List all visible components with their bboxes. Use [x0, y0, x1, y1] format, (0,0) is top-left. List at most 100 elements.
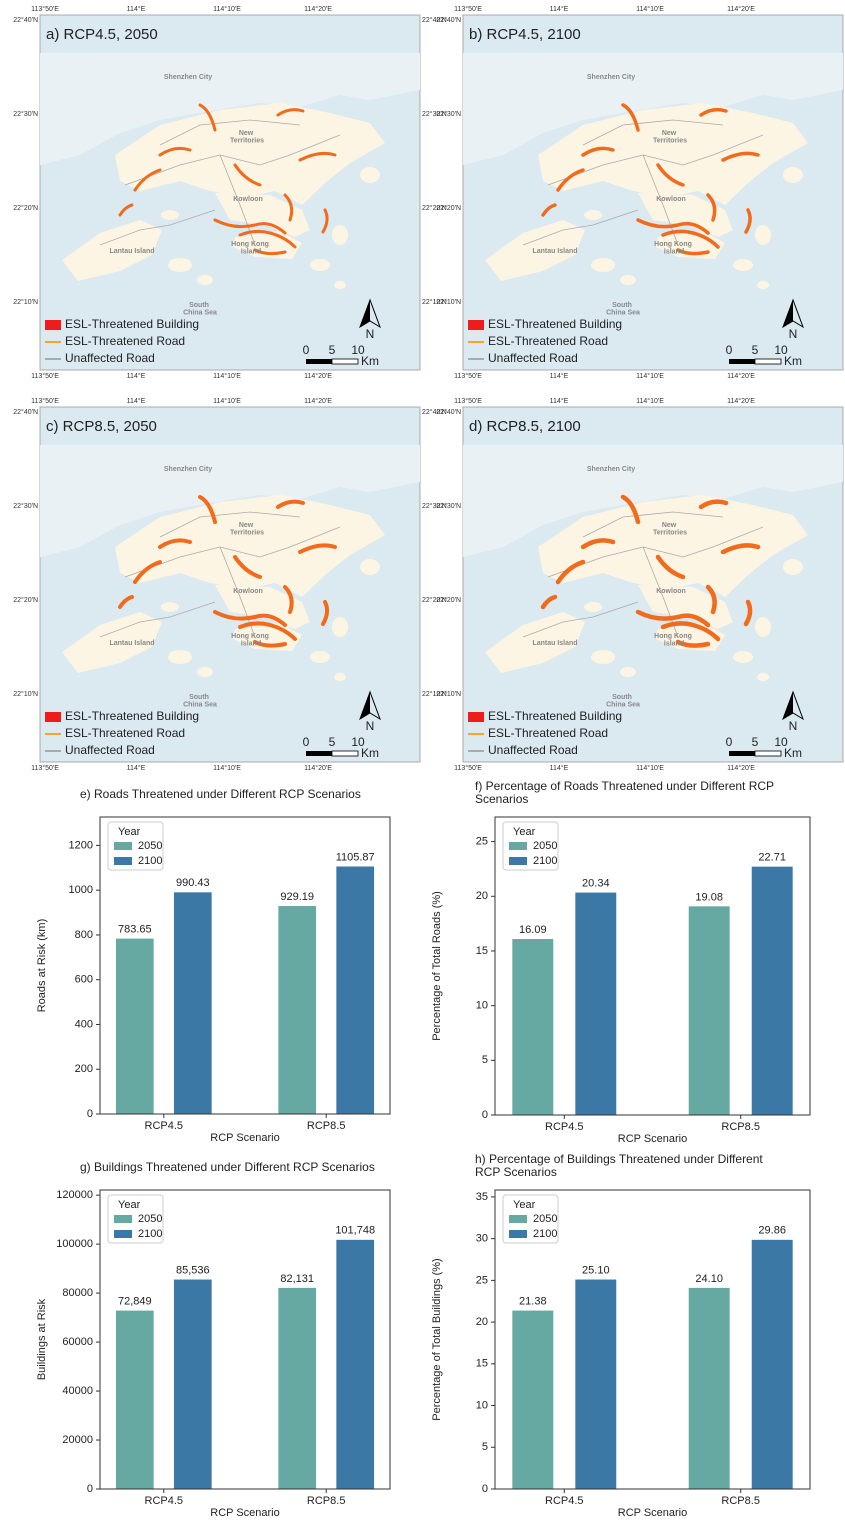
legend-swatch: [45, 320, 61, 330]
lat-label: 22°20'N: [13, 204, 38, 212]
lon-label: 114°E: [127, 5, 146, 13]
legend-label: ESL-Threatened Building: [65, 317, 199, 331]
islet: [332, 617, 348, 637]
lat-label: 22°20'N: [436, 596, 461, 604]
islet: [360, 167, 380, 183]
north-label: N: [789, 327, 798, 341]
bar: [512, 1311, 553, 1489]
map-title: a) RCP4.5, 2050: [46, 26, 158, 43]
lat-label: 22°30'N: [13, 110, 38, 118]
legend-label: ESL-Threatened Building: [488, 317, 622, 331]
lon-label: 114°20'E: [727, 764, 755, 772]
y-axis-label: Percentage of Total Buildings (%): [431, 1258, 443, 1420]
lon-label: 114°20'E: [304, 5, 332, 13]
x-axis-label: RCP Scenario: [210, 1132, 280, 1144]
chart-title: e) Roads Threatened under Different RCP …: [80, 787, 361, 801]
legend-swatch: [509, 1215, 527, 1223]
y-tick-label: 100000: [56, 1238, 93, 1250]
lon-label: 113°50'E: [454, 372, 482, 380]
place-label: Kowloon: [233, 196, 263, 203]
islet: [334, 673, 346, 681]
y-tick-label: 120000: [56, 1189, 93, 1201]
bar: [174, 892, 212, 1114]
north-label: N: [366, 327, 375, 341]
place-label: Kowloon: [656, 588, 686, 595]
value-label: 16.09: [519, 924, 547, 936]
lon-label: 114°10'E: [213, 5, 241, 13]
bar: [575, 893, 616, 1115]
legend-label: ESL-Threatened Road: [65, 334, 185, 348]
place-label: Kowloon: [233, 588, 263, 595]
islet: [620, 667, 636, 677]
value-label: 25.10: [582, 1264, 610, 1276]
y-tick-label: 0: [482, 1483, 488, 1495]
legend-label: 2050: [138, 1213, 162, 1225]
lon-label: 114°20'E: [304, 372, 332, 380]
islet: [197, 667, 213, 677]
value-label: 783.65: [118, 924, 152, 936]
y-tick-label: 400: [75, 1018, 93, 1030]
bar: [278, 1288, 316, 1489]
legend-label: ESL-Threatened Road: [488, 334, 608, 348]
islet: [197, 275, 213, 285]
lon-label: 113°50'E: [31, 764, 59, 772]
islet: [733, 651, 753, 663]
scale-black: [729, 359, 755, 364]
bar: [174, 1280, 212, 1489]
islet: [733, 259, 753, 271]
legend-label: 2050: [533, 1213, 557, 1225]
legend-label: ESL-Threatened Building: [65, 709, 199, 723]
value-label: 85,536: [176, 1264, 210, 1276]
x-tick-label: RCP8.5: [307, 1120, 346, 1132]
scale-unit: Km: [361, 354, 379, 368]
y-tick-label: 10: [476, 1000, 488, 1012]
lon-label: 113°50'E: [31, 372, 59, 380]
x-tick-label: RCP4.5: [545, 1495, 584, 1507]
x-tick-label: RCP8.5: [307, 1495, 346, 1507]
lon-label: 113°50'E: [31, 5, 59, 13]
islet: [161, 210, 179, 220]
islet: [591, 258, 615, 272]
legend-title: Year: [513, 1199, 536, 1211]
scale-label: 5: [752, 343, 759, 357]
y-tick-label: 25: [476, 1274, 488, 1286]
bar: [116, 1311, 154, 1489]
chart-title: g) Buildings Threatened under Different …: [80, 1160, 375, 1174]
y-axis-label: Roads at Risk (km): [36, 919, 48, 1013]
legend-label: Unaffected Road: [488, 743, 578, 757]
lon-label: 114°10'E: [213, 764, 241, 772]
y-tick-label: 10: [476, 1399, 488, 1411]
y-tick-label: 0: [87, 1483, 93, 1495]
bar: [116, 939, 154, 1114]
scale-black: [729, 751, 755, 756]
x-tick-label: RCP4.5: [545, 1121, 584, 1133]
legend-label: 2100: [138, 855, 162, 867]
legend-label: ESL-Threatened Road: [488, 726, 608, 740]
lon-label: 114°E: [127, 764, 146, 772]
scale-label: 0: [726, 343, 733, 357]
lon-label: 114°10'E: [636, 764, 664, 772]
islet: [757, 281, 769, 289]
bar: [336, 866, 374, 1114]
lat-label: 22°10'N: [13, 298, 38, 306]
map-panel: c) RCP8.5, 2050Shenzhen CityNew Territor…: [13, 397, 447, 772]
y-tick-label: 0: [87, 1108, 93, 1120]
legend-label: Unaffected Road: [65, 351, 155, 365]
value-label: 19.08: [695, 891, 723, 903]
legend-swatch: [114, 842, 132, 850]
islet: [620, 275, 636, 285]
legend-label: 2100: [138, 1228, 162, 1240]
scale-black: [306, 359, 332, 364]
lon-label: 114°20'E: [727, 397, 755, 405]
map-panel: d) RCP8.5, 2100Shenzhen CityNew Territor…: [436, 397, 845, 772]
place-label: Lantau Island: [532, 248, 577, 255]
legend-swatch: [114, 1215, 132, 1223]
scale-label: 5: [329, 343, 336, 357]
lat-label: 22°30'N: [436, 110, 461, 118]
place-label: Lantau Island: [109, 640, 154, 647]
legend-title: Year: [513, 826, 536, 838]
place-label: Shenzhen City: [164, 74, 212, 81]
islet: [757, 673, 769, 681]
scale-label: 5: [752, 735, 759, 749]
value-label: 21.38: [519, 1295, 547, 1307]
